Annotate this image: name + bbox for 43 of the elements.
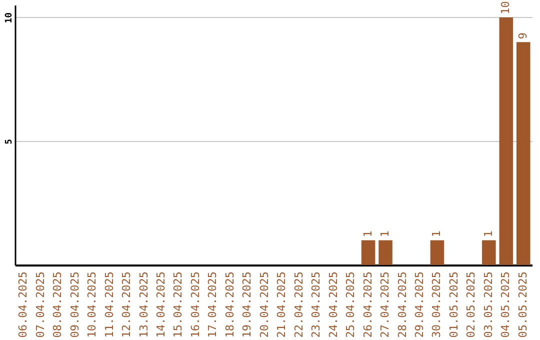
x-tick-label: 07.04.2025 (34, 272, 47, 338)
x-tick-label: 29.04.2025 (412, 272, 426, 338)
x-tick-label: 22.04.2025 (292, 272, 306, 338)
x-tick-label: 26.04.2025 (361, 272, 374, 338)
x-tick-label: 14.04.2025 (154, 272, 168, 338)
x-tick-label: 28.04.2025 (396, 272, 409, 338)
x-tick-label: 21.04.2025 (275, 272, 288, 338)
x-tick-label: 06.04.2025 (16, 272, 30, 338)
x-tick-label: 04.05.2025 (499, 272, 512, 338)
bar (516, 42, 530, 265)
x-tick-label: 19.04.2025 (240, 272, 254, 338)
x-tick-label: 09.04.2025 (68, 272, 82, 338)
x-tick-label: 20.04.2025 (258, 272, 271, 338)
data-label: 1 (482, 230, 495, 238)
x-tick-label: 16.04.2025 (188, 272, 202, 338)
x-tick-label: 18.04.2025 (223, 272, 236, 338)
x-tick-label: 25.04.2025 (344, 272, 358, 338)
bar (482, 240, 496, 265)
x-tick-label: 08.04.2025 (51, 272, 64, 338)
x-tick-label: 24.04.2025 (326, 272, 340, 338)
x-tick-label: 03.05.2025 (482, 272, 495, 338)
x-tick-label: 27.04.2025 (378, 272, 392, 338)
x-tick-label: 23.04.2025 (310, 272, 323, 338)
y-tick-label: 5 (4, 138, 14, 144)
data-label: 1 (361, 230, 374, 238)
x-tick-label: 05.05.2025 (516, 272, 530, 338)
data-label: 1 (430, 230, 444, 238)
x-tick-label: 02.05.2025 (464, 272, 478, 338)
x-tick-label: 11.04.2025 (102, 272, 116, 338)
bar (499, 17, 514, 265)
x-tick-label: 12.04.2025 (120, 272, 134, 338)
bar (378, 240, 392, 265)
x-tick-label: 01.05.2025 (447, 272, 460, 338)
x-tick-label: 17.04.2025 (206, 272, 220, 338)
data-label: 1 (378, 230, 392, 238)
bar (361, 240, 376, 265)
data-label: 9 (516, 32, 530, 40)
x-tick-label: 15.04.2025 (172, 272, 185, 338)
x-tick-label: 10.04.2025 (86, 272, 99, 338)
bar (430, 240, 444, 265)
x-tick-label: 13.04.2025 (137, 272, 150, 338)
data-label: 10 (499, 1, 512, 14)
x-tick-label: 30.04.2025 (430, 272, 444, 338)
